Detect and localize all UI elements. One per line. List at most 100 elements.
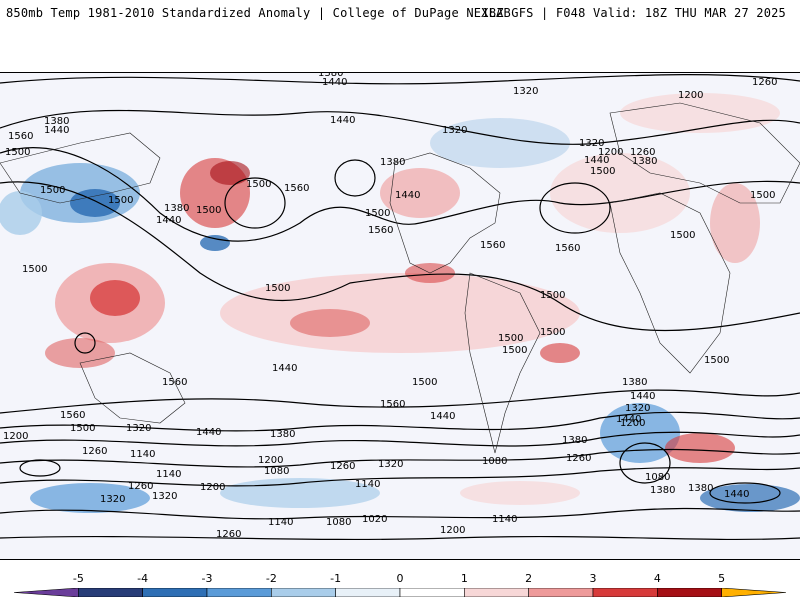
contour-label: 1500: [196, 205, 221, 216]
contour-label: 1140: [130, 449, 155, 460]
contour-label: 1200: [258, 455, 283, 466]
contour-label: 1560: [60, 410, 85, 421]
contour-label: 1440: [322, 77, 347, 88]
contour-label: 1380: [380, 157, 405, 168]
contour-label: 1380: [650, 485, 675, 496]
colorbar-segment: [657, 588, 722, 597]
map-title: 850mb Temp 1981-2010 Standardized Anomal…: [6, 6, 511, 20]
contour-label: 1500: [108, 195, 133, 206]
contour-label: 1200: [678, 90, 703, 101]
contour-label: 1080: [645, 472, 670, 483]
colorbar-tick-label: -3: [201, 572, 213, 585]
contour-label: 1440: [395, 190, 420, 201]
contour-label: 1500: [502, 345, 527, 356]
colorbar-segment: [592, 588, 658, 597]
contour-label: 1200: [620, 418, 645, 429]
contour-label: 1320: [442, 125, 467, 136]
colorbar-segment: [78, 588, 143, 597]
colorbar-segment: [271, 588, 336, 597]
contour-label: 1260: [630, 147, 655, 158]
contour-label: 1500: [670, 230, 695, 241]
contour-label: 1440: [272, 363, 297, 374]
contour-label: 1140: [355, 479, 380, 490]
map-svg: 1380 1440 1320 1260 1200 1380 1440 1560 …: [0, 73, 800, 559]
contour-label: 1320: [100, 494, 125, 505]
contour-label: 1500: [265, 283, 290, 294]
contour-label: 1500: [22, 264, 47, 275]
contour-label: 1260: [82, 446, 107, 457]
colorbar-tick-label: -1: [330, 572, 342, 585]
colorbar-tick-label: 1: [460, 572, 468, 585]
contour-label: 1200: [598, 147, 623, 158]
colorbar-segment: [142, 588, 208, 597]
colorbar-tick-label: 3: [589, 572, 597, 585]
contour-label: 1440: [430, 411, 455, 422]
anomaly-map: 1380 1440 1320 1260 1200 1380 1440 1560 …: [0, 72, 800, 560]
anomaly-colorbar: -5 -4 -3 -2 -1 0 1 2 3 4 5: [0, 572, 800, 600]
contour-label: 1140: [268, 517, 293, 528]
contour-label: 1500: [590, 166, 615, 177]
contour-label: 1500: [750, 190, 775, 201]
colorbar-segment: [335, 588, 401, 597]
contour-label: 1440: [156, 215, 181, 226]
continent-outlines: [0, 102, 800, 454]
contour-label: 1260: [216, 529, 241, 540]
contour-label: 1560: [380, 399, 405, 410]
contour-label: 1080: [326, 517, 351, 528]
contour-label: 1560: [480, 240, 505, 251]
colorbar-tick-label: 5: [718, 572, 726, 585]
colorbar-segment: [464, 588, 529, 597]
contour-label: 1440: [196, 427, 221, 438]
contour-label: 1200: [3, 431, 28, 442]
contour-label: 1440: [330, 115, 355, 126]
model-run-info: 18Z GFS | F048 Valid: 18Z THU MAR 27 202…: [481, 6, 786, 20]
contour-label: 1020: [362, 514, 387, 525]
colorbar-scale: [14, 588, 786, 597]
contour-label: 1560: [368, 225, 393, 236]
contour-label: 1380: [688, 483, 713, 494]
contour-label: 1440: [584, 155, 609, 166]
colorbar-segment: [206, 588, 272, 597]
contour-label: 1560: [284, 183, 309, 194]
contour-label: 1380: [562, 435, 587, 446]
colorbar-tick-label: 2: [525, 572, 533, 585]
contour-label-group: 1380 1440 1320 1260 1200 1380 1440 1560 …: [3, 73, 777, 540]
colorbar-segment: [399, 588, 465, 597]
contour-label: 1140: [492, 514, 517, 525]
contour-label: 1500: [70, 423, 95, 434]
colorbar-tick-label: -2: [265, 572, 277, 585]
colorbar-tick-label: -5: [72, 572, 84, 585]
contour-label: 1380: [44, 116, 69, 127]
contour-label: 1320: [625, 403, 650, 414]
colorbar-segment: [721, 588, 786, 597]
contour-label: 1320: [513, 86, 538, 97]
colorbar-segment: [528, 588, 594, 597]
contour-label: 1260: [330, 461, 355, 472]
colorbar-tick-label: -4: [137, 572, 149, 585]
anomaly-shading: [0, 93, 800, 513]
contour-label: 1080: [264, 466, 289, 477]
contour-label: 1500: [40, 185, 65, 196]
contour-label: 1560: [162, 377, 187, 388]
contour-label: 1320: [152, 491, 177, 502]
contour-label: 1260: [752, 77, 777, 88]
contour-label: 1260: [566, 453, 591, 464]
contour-label: 1500: [246, 179, 271, 190]
contour-label: 1500: [540, 290, 565, 301]
contour-label: 1500: [365, 208, 390, 219]
contour-label: 1320: [579, 138, 604, 149]
contour-label: 1380: [164, 203, 189, 214]
colorbar-tick-label: 0: [396, 572, 404, 585]
contour-label: 1200: [200, 482, 225, 493]
contour-label: 1140: [156, 469, 181, 480]
contour-label: 1320: [126, 423, 151, 434]
contour-label: 1260: [128, 481, 153, 492]
contour-label: 1440: [630, 391, 655, 402]
height-contours: [0, 73, 800, 541]
contour-label: 1500: [704, 355, 729, 366]
contour-label: 1500: [540, 327, 565, 338]
contour-label: 1080: [482, 456, 507, 467]
contour-label: 1500: [5, 147, 30, 158]
contour-label: 1440: [724, 489, 749, 500]
contour-label: 1200: [440, 525, 465, 536]
